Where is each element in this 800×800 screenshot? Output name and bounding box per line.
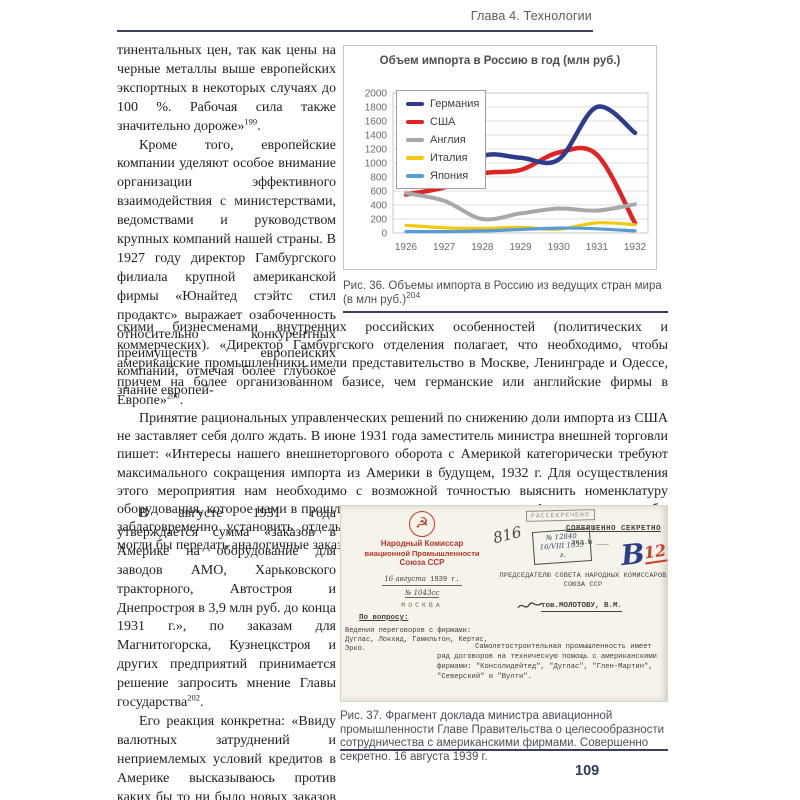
doc-city: МОСКВА [401, 601, 443, 609]
fig37-caption: Рис. 37. Фрагмент доклада министра авиац… [340, 710, 665, 763]
top-secret-label: СОВЕРШЕННО СЕКРЕТНО [565, 525, 661, 533]
registration-stamp: № 12840 16/VIII 1939 г. [531, 528, 593, 565]
svg-text:1930: 1930 [548, 242, 571, 253]
svg-text:1926: 1926 [395, 242, 418, 253]
svg-text:2000: 2000 [365, 89, 388, 100]
svg-text:600: 600 [370, 187, 387, 198]
svg-text:1800: 1800 [365, 103, 388, 114]
fig37-rule [340, 749, 668, 751]
svg-text:200: 200 [370, 215, 387, 226]
doc-addressee: ПРЕДСЕДАТЕЛЮ СОВЕТА НАРОДНЫХ КОМИССАРОВ … [499, 572, 667, 589]
endnote-ref: 204 [406, 289, 421, 300]
legend-item-usa: США [406, 116, 477, 128]
chart-title: Объем импорта в Россию в год (млн руб.) [379, 55, 621, 67]
paragraph: Его реакция конкретна: «Ввиду валютных з… [117, 713, 336, 800]
svg-text:400: 400 [370, 201, 387, 212]
legend-item-italy: Италия [406, 152, 477, 164]
legend-item-japan: Япония [406, 170, 477, 182]
fig36-chart: Объем импорта в Россию в год (млн руб.) … [343, 45, 657, 270]
germany-line-swatch [406, 101, 424, 107]
paragraph: тинентальных цен, так как цены на черные… [117, 43, 336, 134]
svg-text:1927: 1927 [433, 242, 456, 253]
import-chart-svg: 0 200 400 600 800 1000 1200 1400 1600 1800 2000 192… [365, 89, 649, 253]
svg-text:1200: 1200 [365, 145, 388, 156]
letterhead-line: виационной Промышленности [364, 548, 480, 558]
ussr-emblem-icon: ☭ [409, 511, 435, 537]
letterhead-line: Народный Комиссар [380, 539, 464, 548]
svg-text:1929: 1929 [509, 242, 532, 253]
declassified-stamp: РАССЕКРЕЧЕНО [525, 509, 595, 522]
svg-text:1000: 1000 [365, 159, 388, 170]
svg-text:800: 800 [370, 173, 387, 184]
signature-icon [517, 602, 543, 609]
svg-text:1600: 1600 [365, 117, 388, 128]
header-rule [117, 30, 593, 32]
svg-text:1931: 1931 [586, 242, 609, 253]
italy-line-swatch [406, 155, 424, 161]
doc-number: № 1043сс [404, 588, 440, 598]
doc-letterhead: ☭ Народный Комиссар виационной Промышлен… [351, 511, 493, 609]
handwritten-letter: В [619, 536, 647, 573]
letterhead-line: Союза ССР [399, 558, 445, 567]
paragraph: Принятие рациональных управленческих реш… [117, 411, 668, 554]
handwritten-816: 816 [491, 522, 524, 548]
paragraph: скими бизнесменами внутренних российских… [117, 320, 668, 408]
fig37-scanned-document: ☭ Народный Комиссар виационной Промышлен… [340, 505, 668, 702]
paragraph: Кроме того, европейские компании уделяют… [117, 137, 336, 399]
endnote-ref: 202 [187, 692, 200, 703]
japan-line-swatch [406, 173, 424, 179]
legend-item-england: Англия [406, 134, 477, 146]
page-number: 109 [575, 763, 600, 779]
left-column-bottom: В августе 1931 года утверждается сумма «… [117, 505, 336, 800]
svg-text:0: 0 [381, 229, 387, 240]
svg-text:1932: 1932 [624, 242, 647, 253]
copy-number: экз.№ ___ [571, 539, 609, 547]
doc-molotov-line: тов.МОЛОТОВУ, В.М. [541, 602, 623, 612]
fig36-caption: Рис. 36. Объемы импорта в Россию из веду… [343, 280, 662, 306]
chart-legend: Германия США Англия Италия Япония [396, 90, 486, 189]
svg-text:1928: 1928 [471, 242, 494, 253]
chapter-header: Глава 4. Технологии [470, 9, 592, 23]
paragraph: В августе 1931 года утверждается сумма «… [117, 506, 336, 711]
left-column-top: тинентальных цен, так как цены на черные… [117, 42, 336, 401]
doc-date: 16 августа 1939 г. [382, 574, 462, 586]
legend-item-germany: Германия [406, 98, 479, 110]
endnote-ref: 199 [244, 115, 258, 126]
doc-re-label: По вопросу: [359, 614, 409, 622]
doc-re-text: Ведения переговоров с фирмами: Дуглас, Л… [345, 627, 488, 653]
doc-body-text: Самолетостроительная промышленность имее… [437, 643, 657, 681]
full-width-text: скими бизнесменами внутренних российских… [117, 319, 668, 556]
usa-line-swatch [406, 119, 424, 125]
svg-text:1400: 1400 [365, 131, 388, 142]
endnote-ref: 200 [166, 390, 180, 401]
handwritten-12: 12 [642, 540, 668, 565]
england-line-swatch [406, 137, 424, 143]
fig36-rule [343, 311, 668, 313]
